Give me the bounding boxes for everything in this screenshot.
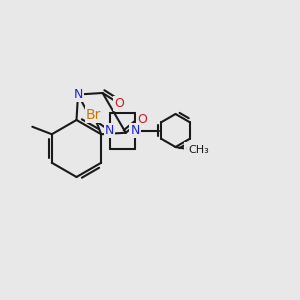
Text: O: O xyxy=(114,97,124,110)
Text: CH₃: CH₃ xyxy=(188,145,209,155)
Text: O: O xyxy=(137,113,147,126)
Text: O: O xyxy=(185,143,195,156)
Text: Br: Br xyxy=(86,108,101,122)
Text: N: N xyxy=(105,124,114,137)
Text: N: N xyxy=(73,88,83,101)
Text: N: N xyxy=(130,124,140,137)
